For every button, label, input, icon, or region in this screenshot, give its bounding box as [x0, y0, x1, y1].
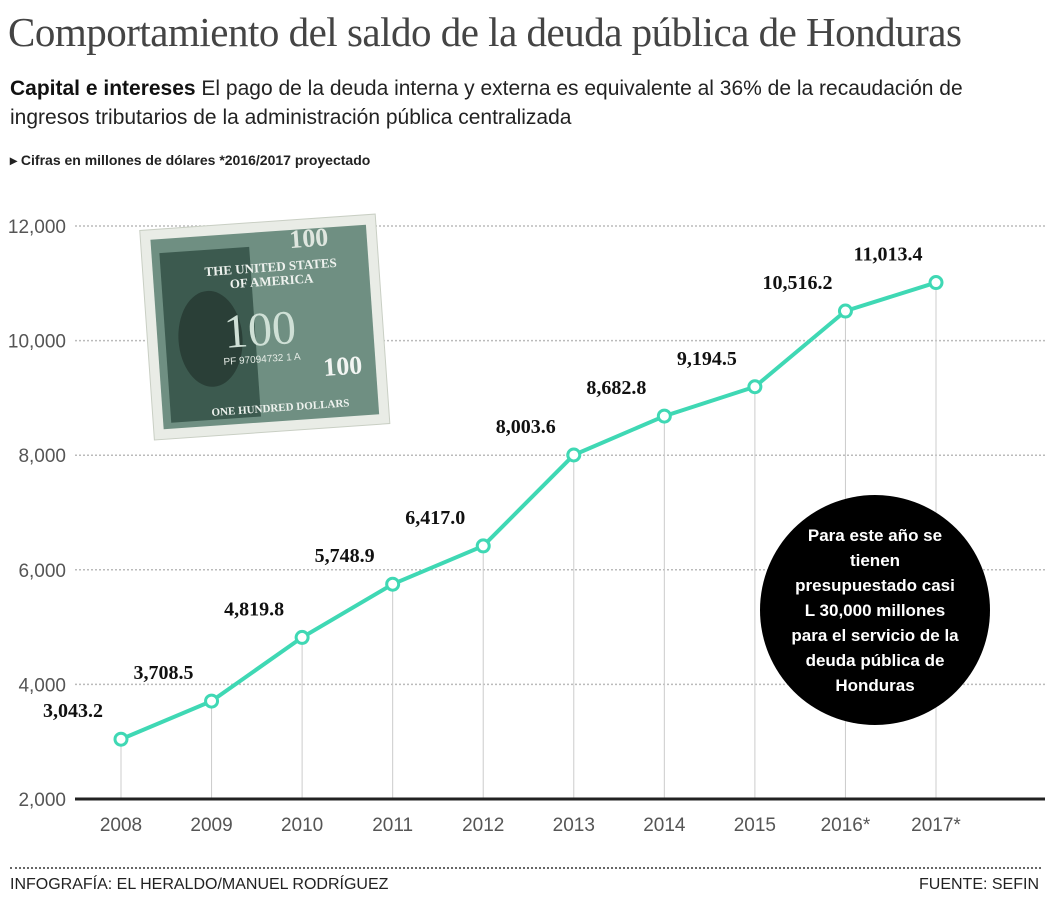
bill-top-text: 100: [288, 222, 329, 254]
data-label: 8,003.6: [496, 416, 556, 438]
subtitle: Capital e intereses El pago de la deuda …: [10, 74, 1040, 132]
x-tick-label: 2010: [281, 815, 323, 836]
y-tick-label: 2,000: [18, 790, 66, 811]
data-point: [385, 576, 401, 592]
data-label: 10,516.2: [762, 272, 832, 294]
data-label: 3,043.2: [43, 700, 103, 722]
data-point: [566, 447, 582, 463]
x-tick-label: 2011: [372, 815, 413, 836]
bill-line2: OF AMERICA: [229, 270, 314, 291]
grid: 2,000 4,000 6,000 8,000 10,000 12,000 2008 2009…: [8, 217, 1045, 836]
data-point: [475, 538, 491, 554]
data-label: 6,417.0: [405, 507, 465, 529]
dollar-bill-illustration: 100 THE UNITED STATES OF AMERICA 100 PF …: [139, 213, 391, 441]
data-label: 8,682.8: [586, 377, 646, 399]
x-tick-label: 2017*: [911, 815, 961, 836]
series: 3,043.2 3,708.5 4,819.8 5,748.9 6,417.0 8,003…: [43, 244, 944, 747]
data-point: [837, 303, 853, 319]
bill-corner-number: 100: [322, 350, 363, 382]
callout-text: Para este año se tienen presupuestado ca…: [791, 525, 959, 695]
y-tick-label: 8,000: [18, 446, 66, 467]
footer-divider: [10, 867, 1041, 869]
y-tick-label: 4,000: [18, 675, 66, 696]
x-tick-label: 2015: [734, 815, 776, 836]
data-label: 9,194.5: [677, 348, 737, 370]
data-point: [928, 275, 944, 291]
page-title: Comportamiento del saldo de la deuda púb…: [8, 9, 962, 55]
x-tick-label: 2014: [643, 815, 686, 836]
subtitle-bold: Capital e intereses: [10, 77, 196, 100]
x-tick-label: 2008: [100, 815, 142, 836]
series-line: [120, 280, 937, 742]
source: FUENTE: SEFIN: [918, 876, 1039, 893]
y-tick-label: 10,000: [8, 332, 66, 353]
data-label: 4,819.8: [224, 598, 284, 620]
data-label: 3,708.5: [134, 662, 194, 684]
x-tick-label: 2013: [553, 815, 595, 836]
y-tick-label: 12,000: [8, 217, 66, 238]
x-tick-label: 2009: [190, 815, 232, 836]
data-point: [113, 731, 129, 747]
credit: INFOGRAFÍA: EL HERALDO/MANUEL RODRÍGUEZ: [10, 876, 389, 893]
x-tick-label: 2012: [462, 815, 504, 836]
y-tick-label: 6,000: [18, 561, 66, 582]
data-label: 11,013.4: [854, 244, 923, 266]
x-tick-label: 2016*: [821, 815, 871, 836]
data-point: [294, 629, 310, 645]
callout-bubble: Para este año se tienen presupuestado ca…: [760, 495, 990, 725]
data-point: [747, 379, 763, 395]
data-point: [656, 408, 672, 424]
subtitle-text: El pago de la deuda interna y externa es…: [10, 77, 963, 129]
bill-center-number: 100: [222, 301, 298, 359]
data-label: 5,748.9: [315, 545, 375, 567]
units-note: ▸ Cifras en millones de dólares *2016/20…: [10, 152, 371, 168]
bill-serial: PF 97094732 1 A: [223, 352, 301, 368]
data-point: [204, 693, 220, 709]
